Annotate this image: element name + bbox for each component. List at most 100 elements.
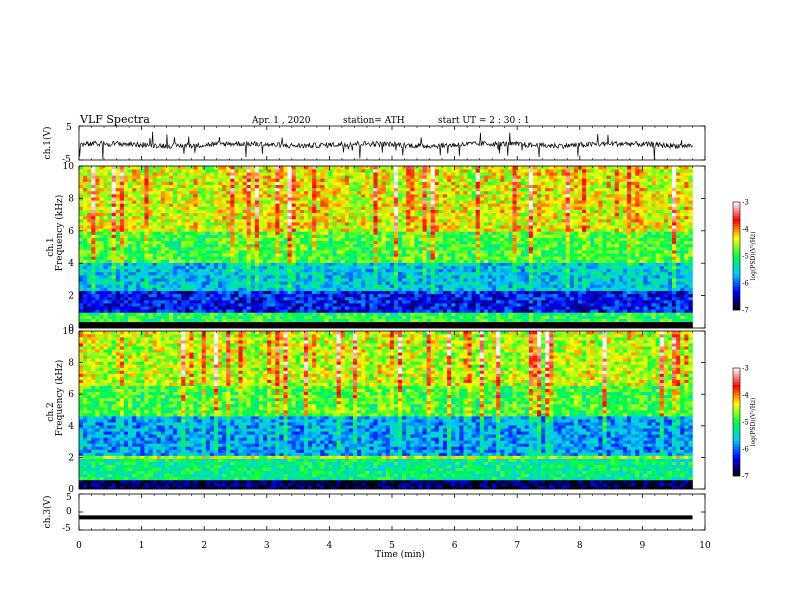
- spectrogram-cell: [332, 306, 337, 310]
- spectrogram-cell: [271, 303, 276, 307]
- spectrogram-cell: [193, 293, 198, 298]
- spectrogram-cell: [353, 175, 358, 179]
- spectrogram-cell: [308, 222, 313, 226]
- spectrogram-cell: [107, 184, 113, 189]
- spectrogram-cell: [275, 169, 280, 173]
- spectrogram-cell: [136, 275, 141, 279]
- spectrogram-cell: [451, 262, 456, 266]
- spectrogram-cell: [213, 259, 219, 263]
- spectrogram-cell: [205, 206, 211, 210]
- spectrogram-cell: [275, 197, 280, 201]
- spectrogram-cell: [275, 309, 280, 313]
- spectrogram-cell: [410, 271, 415, 276]
- spectrogram-cell: [254, 318, 260, 323]
- spectrogram-cell: [283, 178, 288, 182]
- spectrogram-cell: [385, 321, 391, 326]
- spectrogram-cell: [365, 194, 370, 198]
- spectrogram-cell: [279, 309, 284, 313]
- spectrogram-cell: [164, 212, 170, 217]
- spectrogram-cell: [99, 321, 104, 326]
- spectrogram-cell: [156, 281, 162, 285]
- spectrogram-cell: [91, 190, 96, 195]
- spectrogram-cell: [308, 275, 313, 279]
- spectrogram-cell: [234, 303, 239, 307]
- spectrogram-cell: [336, 312, 342, 316]
- spectrogram-cell: [115, 293, 121, 298]
- spectrogram-cell: [455, 243, 460, 248]
- spectrogram-cell: [156, 218, 162, 223]
- spectrogram-cell: [181, 250, 186, 254]
- spectrogram-cell: [119, 222, 125, 226]
- spectrogram-cell: [316, 321, 321, 326]
- spectrogram-cell: [320, 321, 325, 326]
- spectrogram-cell: [373, 234, 378, 238]
- spectrogram-cell: [414, 278, 419, 282]
- spectrogram-cell: [99, 268, 104, 273]
- spectrogram-cell: [271, 194, 276, 198]
- spectrogram-cell: [152, 259, 158, 263]
- spectrogram-cell: [197, 256, 202, 260]
- spectrogram-cell: [308, 212, 313, 217]
- spectrogram-cell: [148, 218, 153, 223]
- spectrogram-cell: [422, 306, 427, 310]
- spectrogram-cell: [201, 206, 207, 210]
- spectrogram-cell: [254, 206, 260, 210]
- spectrogram-cell: [393, 321, 399, 326]
- spectrogram-cell: [422, 172, 427, 176]
- spectrogram-cell: [132, 256, 137, 260]
- spectrogram-cell: [107, 203, 113, 207]
- spectrogram-cell: [144, 309, 149, 313]
- spectrogram-cell: [99, 293, 104, 298]
- spectrogram-cell: [279, 225, 284, 229]
- spectrogram-cell: [168, 222, 174, 226]
- spectrogram-cell: [123, 181, 129, 185]
- spectrogram-cell: [173, 284, 178, 288]
- spectrogram-cell: [209, 209, 215, 214]
- spectrogram-cell: [402, 234, 407, 238]
- spectrogram-cell: [144, 197, 149, 201]
- spectrogram-cell: [91, 187, 96, 192]
- spectrogram-cell: [87, 240, 92, 245]
- spectrogram-cell: [144, 321, 149, 326]
- spectrogram-cell: [230, 172, 235, 176]
- spectrogram-cell: [393, 225, 399, 229]
- spectrogram-cell: [230, 203, 235, 207]
- spectrogram-cell: [426, 303, 432, 307]
- spectrogram-cell: [389, 268, 395, 273]
- spectrogram-cell: [148, 194, 153, 198]
- spectrogram-cell: [185, 284, 190, 288]
- spectrogram-cell: [267, 262, 272, 266]
- spectrogram-cell: [467, 284, 472, 288]
- spectrogram-cell: [393, 262, 399, 266]
- spectrogram-cell: [283, 222, 288, 226]
- spectrogram-cell: [279, 247, 284, 251]
- spectrogram-cell: [267, 237, 272, 242]
- spectrogram-cell: [344, 200, 350, 204]
- spectrogram-cell: [393, 256, 399, 260]
- spectrogram-cell: [430, 197, 436, 201]
- spectrogram-cell: [295, 228, 301, 232]
- spectrogram-cell: [312, 253, 317, 257]
- spectrogram-cell: [156, 278, 162, 282]
- spectrogram-cell: [291, 184, 297, 189]
- spectrogram-cell: [263, 284, 268, 288]
- spectrogram-cell: [463, 309, 468, 313]
- spectrogram-cell: [406, 296, 411, 301]
- spectrogram-cell: [209, 194, 215, 198]
- spectrogram-cell: [242, 228, 247, 232]
- spectrogram-cell: [340, 306, 346, 310]
- spectrogram-cell: [385, 278, 391, 282]
- spectrogram-cell: [91, 268, 96, 273]
- spectrogram-cell: [156, 166, 162, 170]
- spectrogram-cell: [365, 253, 370, 257]
- spectrogram-cell: [291, 259, 297, 263]
- spectrogram-cell: [336, 181, 342, 185]
- spectrogram-cell: [193, 243, 198, 248]
- spectrogram-cell: [91, 194, 96, 198]
- spectrogram-cell: [189, 247, 194, 251]
- spectrogram-cell: [185, 299, 190, 304]
- spectrogram-cell: [312, 200, 317, 204]
- spectrogram-cell: [181, 175, 186, 179]
- spectrogram-cell: [132, 175, 137, 179]
- spectrogram-cell: [316, 206, 321, 210]
